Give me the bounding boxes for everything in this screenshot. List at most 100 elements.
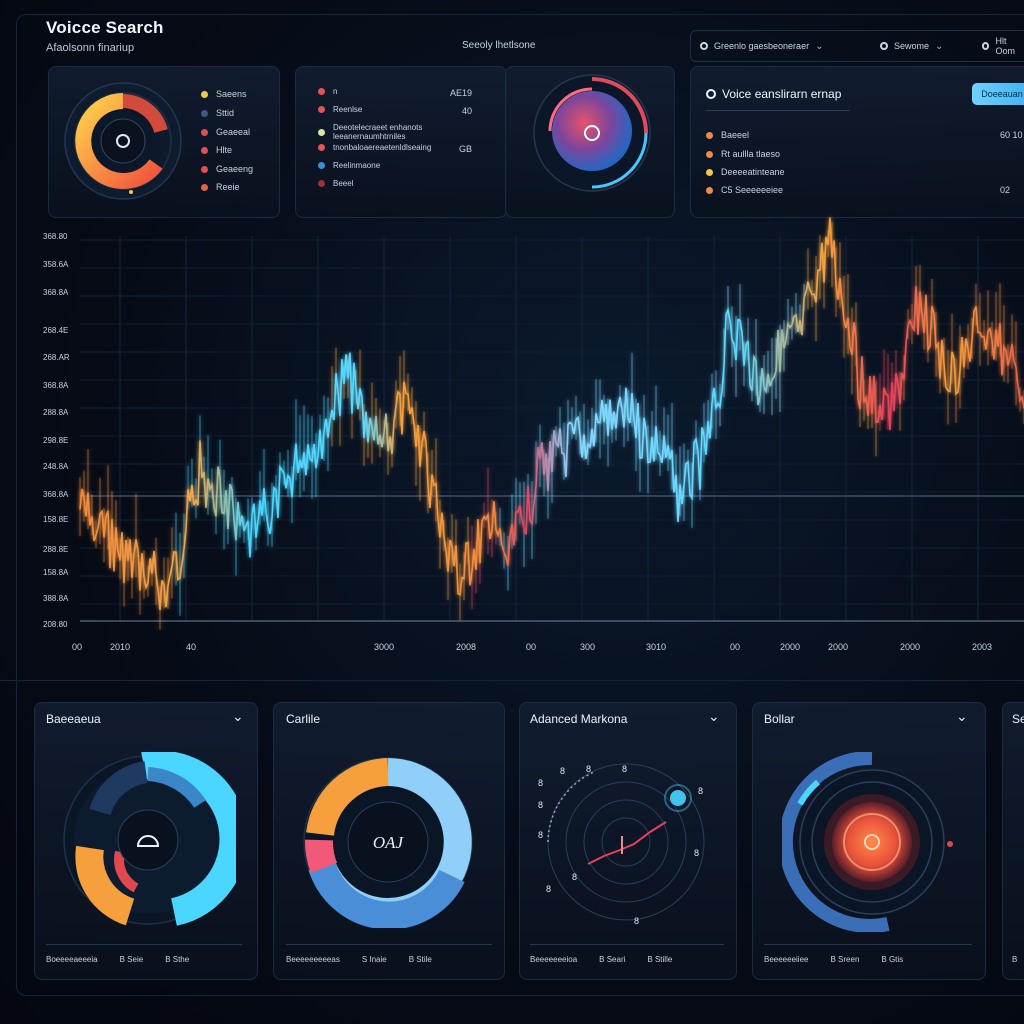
center-title: Seeoly lhetlsone (462, 40, 536, 51)
voice-item: Rt aullla tlaeso (706, 149, 780, 159)
y-tick-label: 388.8A (43, 594, 69, 603)
footer-item[interactable]: B Stile (408, 955, 432, 964)
voice-action-button[interactable]: Doeeauan (972, 83, 1024, 105)
divider (706, 110, 850, 111)
legend-dot (201, 109, 208, 117)
y-tick-label: 158.8E (43, 515, 69, 524)
chevron-down-icon: ⌄ (815, 40, 824, 52)
svg-text:8: 8 (634, 916, 639, 926)
y-tick-label: 368.8A (43, 490, 69, 499)
chevron-down-icon[interactable]: ⌄ (956, 708, 968, 724)
divider (764, 944, 972, 945)
legend-label: Reeie (216, 182, 240, 192)
divider (286, 944, 492, 945)
panel-5-title: Se (1012, 712, 1024, 726)
y-tick-label: 268.4E (43, 326, 69, 335)
main-waveform-chart (79, 217, 1024, 630)
legend-label: Geaeeng (216, 164, 254, 174)
voice-label: Deeeeatinteane (721, 167, 785, 177)
bottom-panel-3 (519, 702, 737, 980)
legend-dot (201, 128, 208, 136)
chevron-down-icon[interactable]: ⌄ (708, 708, 720, 724)
footer-item[interactable]: B (1012, 955, 1018, 964)
radar-chart: 8 8 8 8 8 8 8 8 8 8 8 (538, 763, 705, 926)
legend-item: Saeens (201, 89, 247, 99)
panel-4-title: Bollar (764, 712, 795, 726)
voice-item: C5 Seeeeeeiee (706, 185, 783, 195)
x-tick-label: 2003 (972, 642, 993, 652)
footer-item[interactable]: B Stille (647, 955, 673, 964)
footer-item[interactable]: B Sthe (165, 955, 190, 964)
list-item: Reelinmaone (318, 161, 438, 170)
panel-1-title: Baeeaeua (46, 712, 101, 726)
legend-label: Hlte (216, 145, 233, 155)
list-item: Deeotelecraeet enhanots leeanernaumhtrni… (318, 123, 438, 141)
x-tick-label: 3000 (374, 642, 395, 652)
list-value: 40 (461, 106, 472, 116)
divider (46, 944, 242, 945)
legend-label: Sttid (216, 108, 235, 118)
mic-icon (706, 89, 716, 99)
x-tick-label: 2000 (780, 642, 801, 652)
chevron-down-icon[interactable]: ⌄ (232, 708, 244, 724)
app-subtitle: Afaolsonn finariup (46, 42, 135, 54)
panel-2-footer: Beeeeeeeeeas S Inaie B Stile (286, 955, 432, 964)
app-frame (16, 14, 1024, 996)
x-tick-label: 2008 (456, 642, 477, 652)
power-icon (116, 134, 130, 148)
voice-item: Baeeel (706, 130, 749, 140)
footer-item[interactable]: S Inaie (361, 955, 387, 964)
panel-5-footer: B (1012, 955, 1017, 964)
filter-label: Hlt Oom (995, 36, 1015, 56)
legend-item: Sttid (201, 108, 234, 118)
list-label: n (333, 87, 338, 96)
glow-gauge (533, 74, 651, 192)
panel-3-title: Adanced Markona (530, 712, 628, 726)
voice-dot (706, 150, 713, 158)
voice-card-title: Voice eanslirarn ernap (706, 87, 841, 101)
y-tick-label: 358.6A (43, 260, 69, 269)
legend-item: Reeie (201, 182, 240, 192)
legend-label: Geaeeal (216, 127, 251, 137)
x-tick-label: 00 (526, 642, 537, 652)
donut-legend-card: Saeens Sttid Geaeeal Hlte Geaeeng Reeie (48, 66, 280, 218)
x-tick-label: 2000 (900, 642, 921, 652)
gauge-donut (64, 82, 182, 200)
power-icon (864, 834, 880, 850)
list-item: Reenlse (318, 105, 438, 114)
legend-dot (201, 183, 208, 191)
filter-dropdown-3[interactable]: Hlt Oom (982, 36, 1024, 56)
radio-icon (880, 42, 888, 50)
voice-label: Baeeel (721, 130, 750, 140)
svg-text:8: 8 (560, 766, 565, 776)
footer-item[interactable]: B Gtis (881, 955, 904, 964)
y-tick-label: 208.80 (43, 620, 68, 629)
y-tick-label: 248.8A (43, 462, 69, 471)
panel-1-footer: Boeeeeaeeeia B Seie B Sthe (46, 955, 189, 964)
footer-item[interactable]: Boeeeeaeeeia (46, 955, 98, 964)
filter-dropdown-2[interactable]: Sewome ⌄ (880, 36, 943, 56)
y-tick-label: 368.80 (43, 232, 68, 241)
x-tick-label: 40 (186, 642, 197, 652)
voice-value: 60 10 (1000, 130, 1023, 140)
list-dot (318, 144, 325, 151)
legend-label: Saeens (216, 89, 247, 99)
y-tick-label: 288.8A (43, 408, 69, 417)
panel-3-footer: Beeeeeeeioa B Seari B Stille (530, 955, 672, 964)
segmented-donut (63, 752, 236, 926)
footer-item[interactable]: Beeeeeeiiee (764, 955, 809, 964)
app-title: Voicce Search (46, 18, 164, 37)
stats-list-card: n AE19 Reenlse 40 Deeotelecraeet enhanots le… (295, 66, 507, 218)
legend-item: Geaeeal (201, 127, 250, 137)
x-tick-label: 2010 (110, 642, 131, 652)
footer-item[interactable]: B Sreen (830, 955, 860, 964)
footer-item[interactable]: Beeeeeeeeeas (286, 955, 340, 964)
ring-donut: OAJ (303, 757, 473, 928)
footer-item[interactable]: B Seie (119, 955, 144, 964)
footer-item[interactable]: B Seari (599, 955, 626, 964)
footer-item[interactable]: Beeeeeeeioa (530, 955, 578, 964)
filter-dropdown-1[interactable]: Greenlo gaesbeoneraer ⌄ (700, 36, 823, 56)
list-dot (318, 88, 325, 95)
voice-label: Rt aullla tlaeso (721, 149, 781, 159)
filter-label: Greenlo gaesbeoneraer (714, 41, 810, 51)
